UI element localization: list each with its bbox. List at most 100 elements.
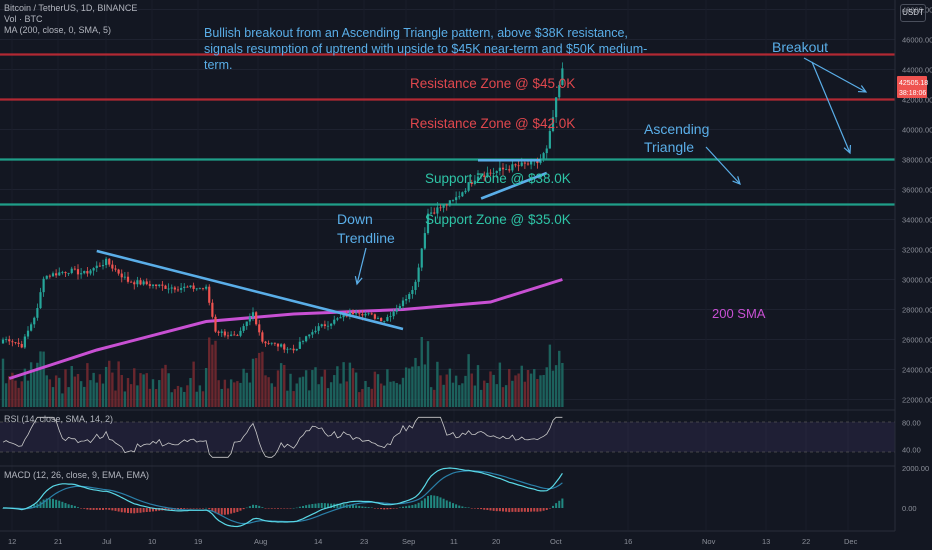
- macd-histogram-bar: [398, 507, 401, 508]
- ascending-triangle-arrow: [705, 146, 741, 185]
- currency-selector[interactable]: USDT: [900, 4, 926, 22]
- candle-body: [311, 332, 314, 335]
- candle-body: [192, 285, 195, 289]
- macd-histogram-bar: [455, 504, 458, 508]
- trendline-down: [96, 249, 404, 331]
- macd-histogram-bar: [305, 505, 308, 508]
- volume-bar: [345, 381, 348, 407]
- volume-bar: [317, 384, 320, 407]
- volume-bar: [529, 373, 533, 407]
- macd-histogram-bar: [252, 504, 254, 508]
- volume-bar: [451, 382, 455, 407]
- volume-bar: [351, 368, 355, 407]
- down-trendline-arrow-head: [354, 276, 363, 286]
- candle-body: [270, 342, 273, 344]
- volume-bar: [486, 382, 489, 407]
- candle-body: [39, 292, 42, 309]
- candle-body: [245, 321, 248, 327]
- volume-bar: [361, 388, 364, 407]
- volume-bar: [54, 375, 58, 407]
- volume-bar: [86, 363, 89, 407]
- volume-bar: [20, 381, 23, 407]
- sma-200-label: 200 SMA: [712, 306, 766, 321]
- candle-body: [48, 275, 51, 277]
- macd-histogram-bar: [442, 498, 445, 508]
- candle-body: [61, 272, 64, 273]
- candle-body: [305, 336, 308, 342]
- candle-body: [26, 330, 30, 337]
- candle-body: [364, 313, 367, 316]
- volume-bar: [276, 370, 280, 407]
- volume-bar: [504, 385, 508, 407]
- volume-bar: [33, 371, 36, 407]
- candle-body: [386, 317, 389, 322]
- price-tick-label: 32000.00: [902, 246, 932, 255]
- candle-body: [417, 267, 420, 282]
- volume-bar: [139, 373, 142, 407]
- volume-bar: [333, 375, 336, 407]
- candle-body: [145, 281, 148, 285]
- volume-bar: [442, 384, 445, 407]
- volume-bar: [264, 375, 267, 407]
- candle-body: [545, 148, 548, 154]
- macd-histogram-bar: [145, 508, 148, 513]
- rsi-legend[interactable]: RSI (14, close, SMA, 14, 2): [4, 414, 114, 424]
- macd-histogram-bar: [311, 504, 314, 508]
- macd-histogram-bar: [133, 508, 136, 514]
- macd-histogram-bar: [458, 505, 461, 508]
- volume-bar: [17, 387, 20, 407]
- volume-bar: [511, 380, 514, 407]
- price-tick-label: 44000.00: [902, 66, 932, 75]
- volume-bar: [158, 380, 161, 407]
- volume-bar: [117, 361, 120, 407]
- candle-body: [176, 289, 180, 291]
- volume-bar: [104, 366, 108, 407]
- candle-body: [486, 172, 489, 177]
- ascending-label-line2: Triangle: [644, 139, 694, 155]
- volume-bar: [151, 379, 155, 407]
- volume-bar: [108, 360, 111, 407]
- volume-bar: [1, 358, 5, 407]
- macd-histogram-bar: [292, 507, 295, 509]
- time-tick-label: 14: [314, 537, 322, 546]
- candle-body: [555, 97, 558, 118]
- volume-bar: [92, 372, 95, 407]
- volume-bar: [411, 366, 414, 407]
- volume-bar: [51, 387, 55, 407]
- candle-body: [273, 342, 276, 344]
- volume-bar: [211, 344, 214, 407]
- volume-bar: [292, 391, 295, 407]
- macd-histogram-bar: [48, 498, 51, 508]
- volume-legend[interactable]: Vol · BTC: [4, 14, 43, 24]
- candle-body: [267, 343, 270, 345]
- candle-body: [223, 331, 226, 336]
- candle-body: [548, 131, 551, 149]
- candle-body: [323, 324, 326, 326]
- time-tick-label: 12: [8, 537, 16, 546]
- macd-histogram-bar: [555, 503, 558, 508]
- volume-bar: [342, 362, 345, 407]
- macd-tick-label: 0.00: [902, 504, 917, 513]
- symbol-title[interactable]: Bitcoin / TetherUS, 1D, BINANCE: [4, 3, 138, 13]
- candle-body: [523, 162, 526, 164]
- macd-histogram-bar: [64, 503, 67, 508]
- volume-bar: [201, 391, 205, 407]
- candle-body: [508, 169, 511, 171]
- macd-histogram-bar: [195, 508, 198, 509]
- macd-histogram-bar: [117, 508, 120, 512]
- zone-label-support-38k: Support Zone @ $38.0K: [425, 171, 571, 186]
- macd-histogram-bar: [230, 508, 233, 514]
- volume-bar: [429, 387, 433, 407]
- volume-bar: [23, 368, 27, 407]
- macd-histogram-bar: [436, 496, 439, 508]
- macd-legend[interactable]: MACD (12, 26, close, 9, EMA, EMA): [4, 470, 150, 480]
- candle-body: [458, 196, 461, 198]
- candle-body: [148, 284, 151, 286]
- candle-body: [114, 268, 117, 270]
- volume-bar: [501, 387, 505, 407]
- macd-histogram-bar: [127, 508, 129, 514]
- ma-legend[interactable]: MA (200, close, 0, SMA, 5): [4, 25, 112, 35]
- volume-bar: [439, 375, 442, 407]
